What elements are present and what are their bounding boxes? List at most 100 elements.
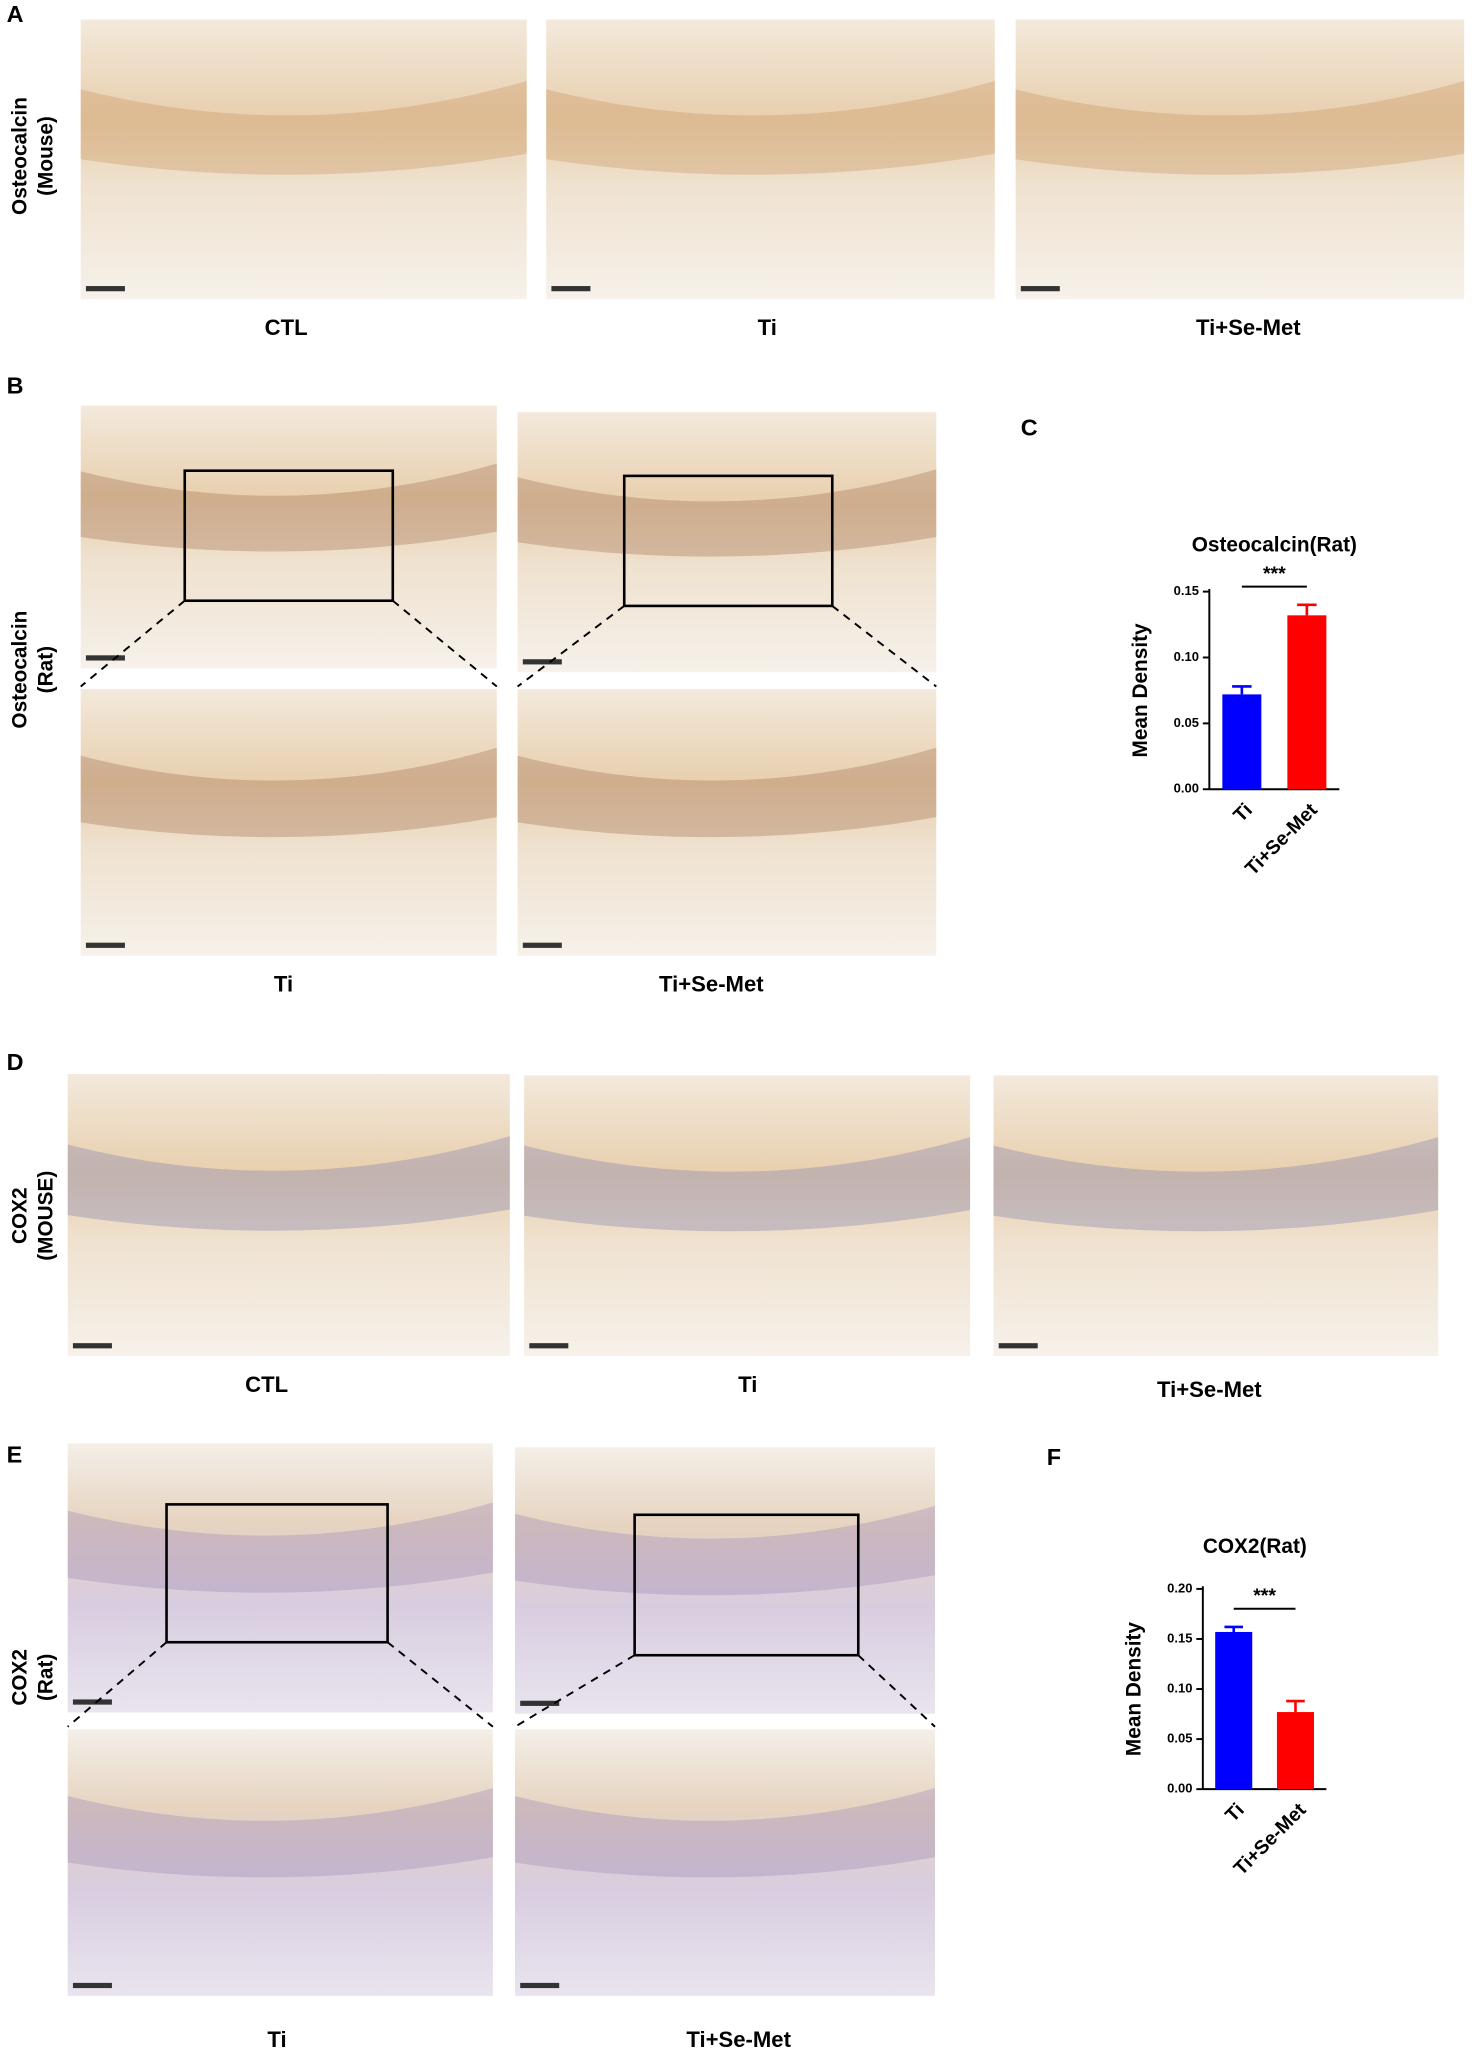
error-bar xyxy=(1297,603,1317,616)
zoom-line xyxy=(831,605,937,688)
caption: Ti+Se-Met xyxy=(1196,315,1301,340)
micrograph xyxy=(517,412,937,673)
micrograph xyxy=(67,1443,493,1713)
row-label-line: (Rat) xyxy=(34,1654,57,1701)
tissue-band xyxy=(80,747,497,838)
panel-label: D xyxy=(7,1049,24,1075)
micrograph xyxy=(80,19,527,300)
y-tick-label: 0.10 xyxy=(1167,1680,1192,1695)
caption: CTL xyxy=(245,1372,288,1397)
row-label: COX2 (MOUSE) xyxy=(8,1171,57,1261)
zoom-box xyxy=(633,1513,860,1657)
panel-label: E xyxy=(7,1441,23,1467)
bar xyxy=(1287,615,1327,790)
significance-label: *** xyxy=(1253,1585,1276,1607)
row-label: Osteocalcin (Mouse) xyxy=(8,97,57,215)
caption: Ti xyxy=(758,315,777,340)
y-tick-label: 0.15 xyxy=(1174,583,1199,598)
x-tick-label: Ti xyxy=(1221,1799,1249,1827)
tissue-band xyxy=(546,81,995,175)
micrograph xyxy=(1015,19,1465,300)
row-label-line: COX2 xyxy=(8,1187,31,1244)
scale-bar xyxy=(85,942,125,948)
caption: CTL xyxy=(265,315,308,340)
caption: Ti+Se-Met xyxy=(1157,1377,1262,1402)
zoom-box xyxy=(165,1503,389,1644)
panel-label: C xyxy=(1021,414,1038,440)
caption: Ti+Se-Met xyxy=(686,2027,791,2052)
scale-bar xyxy=(520,1982,560,1989)
scale-bar xyxy=(520,1700,560,1706)
significance-label: *** xyxy=(1263,563,1286,585)
bar xyxy=(1215,1631,1253,1790)
y-tick-label: 0.05 xyxy=(1174,715,1199,730)
micrograph xyxy=(524,1075,971,1357)
zoom-box xyxy=(622,474,834,608)
y-axis-label: Mean Density xyxy=(1129,623,1152,757)
tissue-band xyxy=(67,1136,510,1231)
zoom-box xyxy=(183,469,395,603)
y-tick-label: 0.00 xyxy=(1174,781,1199,796)
chart-title: Osteocalcin(Rat) xyxy=(1192,534,1357,557)
error-bar xyxy=(1232,685,1252,695)
micrograph xyxy=(515,1447,935,1714)
tissue-band xyxy=(80,81,527,175)
caption: Ti xyxy=(267,2027,286,2052)
micrograph xyxy=(993,1075,1439,1357)
micrograph xyxy=(67,1729,493,1996)
scale-bar xyxy=(85,286,125,292)
row-label-line: Osteocalcin xyxy=(8,611,31,729)
micrograph xyxy=(67,1074,510,1357)
caption: Ti+Se-Met xyxy=(659,971,764,996)
micrograph xyxy=(517,689,937,956)
tissue-band xyxy=(993,1137,1439,1232)
scale-bar xyxy=(72,1982,112,1989)
y-tick-label: 0.00 xyxy=(1167,1781,1192,1796)
scale-bar xyxy=(529,1343,569,1349)
scale-bar xyxy=(1020,286,1060,292)
zoom-line xyxy=(857,1654,936,1728)
tissue-band xyxy=(67,1787,493,1878)
row-label-line: (MOUSE) xyxy=(34,1171,57,1261)
y-tick-label: 0.15 xyxy=(1167,1630,1192,1645)
micrograph xyxy=(515,1729,935,1996)
bar xyxy=(1276,1712,1315,1790)
caption: Ti xyxy=(274,971,293,996)
panel-label: F xyxy=(1047,1444,1061,1470)
row-label: Osteocalcin (Rat) xyxy=(8,611,57,729)
y-tick-label: 0.20 xyxy=(1167,1580,1192,1595)
y-tick-label: 0.05 xyxy=(1167,1731,1192,1746)
micrograph xyxy=(80,689,497,956)
panel-label: A xyxy=(7,1,24,27)
x-tick-label: Ti+Se-Met xyxy=(1241,799,1322,880)
tissue-band xyxy=(515,1505,935,1596)
scale-bar xyxy=(72,1343,112,1349)
chart-title: COX2(Rat) xyxy=(1203,1535,1307,1558)
y-tick-label: 0.10 xyxy=(1174,649,1199,664)
scale-bar xyxy=(551,286,591,292)
scale-bar xyxy=(85,655,125,661)
bar xyxy=(1222,694,1262,790)
tissue-band xyxy=(1015,81,1465,175)
scale-bar xyxy=(522,659,562,665)
error-bar xyxy=(1224,1625,1243,1632)
caption: Ti xyxy=(738,1372,757,1397)
row-label-line: (Mouse) xyxy=(34,116,57,196)
scale-bar xyxy=(72,1699,112,1705)
micrograph xyxy=(80,405,497,669)
tissue-band xyxy=(515,1787,935,1878)
zoom-line xyxy=(67,1641,168,1728)
x-tick-label: Ti xyxy=(1229,799,1257,827)
row-label-line: (Rat) xyxy=(34,646,57,693)
row-label-line: Osteocalcin xyxy=(8,97,31,215)
micrograph xyxy=(546,19,995,300)
row-label: COX2 (Rat) xyxy=(8,1649,57,1706)
row-label-line: COX2 xyxy=(8,1649,31,1706)
tissue-band xyxy=(524,1137,971,1232)
zoom-line xyxy=(514,1654,636,1728)
tissue-band xyxy=(517,747,937,838)
error-bar xyxy=(1286,1699,1305,1713)
y-axis-label: Mean Density xyxy=(1123,1622,1146,1756)
scale-bar xyxy=(998,1343,1038,1349)
